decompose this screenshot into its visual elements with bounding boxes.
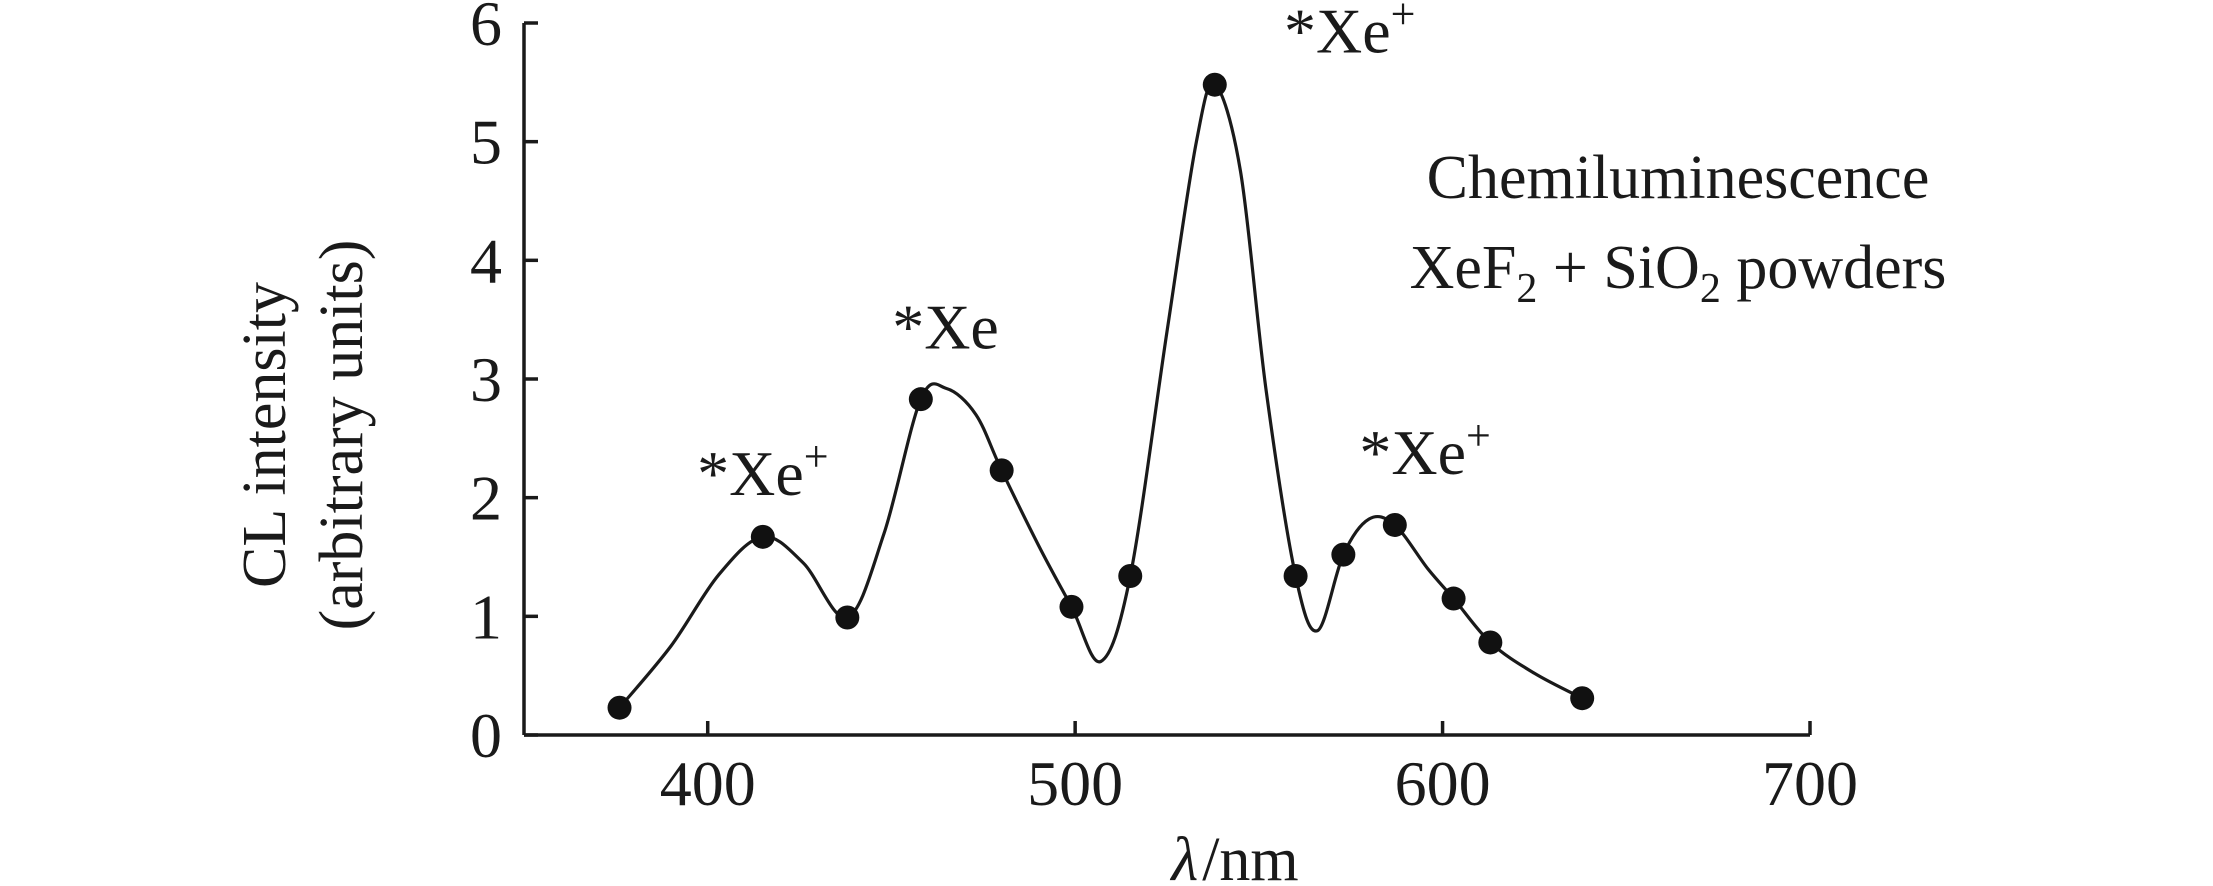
data-point	[835, 605, 860, 630]
data-point	[1059, 594, 1084, 619]
data-point	[1118, 563, 1143, 588]
lambda-symbol: λ	[1169, 826, 1198, 886]
x-axis-unit: /nm	[1202, 826, 1298, 886]
peak-label-superscript: +	[1466, 411, 1491, 460]
peak-label-text: *Xe	[892, 291, 999, 362]
points-layer	[607, 72, 1595, 720]
peak-label: *Xe+	[697, 432, 828, 509]
legend-line-1: Chemiluminescence	[1427, 144, 1930, 212]
data-point	[1331, 542, 1356, 567]
data-point	[908, 387, 933, 412]
y-tick-label: 2	[470, 463, 502, 534]
x-tick-label: 500	[1027, 748, 1123, 819]
peak-label-superscript: +	[804, 432, 829, 481]
peak-label: *Xe+	[1284, 0, 1415, 67]
x-tick-label: 700	[1762, 748, 1858, 819]
data-point	[750, 524, 775, 549]
data-point	[989, 458, 1014, 483]
y-axis-title-line-1: CL intensity	[231, 282, 299, 588]
data-point	[1382, 512, 1407, 537]
y-tick-label: 1	[470, 581, 502, 652]
y-tick-label: 5	[470, 107, 502, 178]
legend-sub-2a: 2	[1516, 266, 1537, 312]
legend-sub-2b: 2	[1700, 266, 1721, 312]
x-axis-title: λ/nm	[1169, 826, 1298, 886]
data-point	[1570, 686, 1595, 711]
data-point	[1283, 563, 1308, 588]
peak-label-text: *Xe	[697, 438, 804, 509]
data-point	[1202, 72, 1227, 97]
peak-label: *Xe+	[1359, 411, 1490, 488]
y-tick-label: 0	[470, 700, 502, 771]
x-tick-label: 600	[1395, 748, 1491, 819]
y-tick-label: 4	[470, 225, 502, 296]
peak-label-text: *Xe	[1284, 0, 1391, 67]
x-tick-label: 400	[660, 748, 756, 819]
y-axis-title-line-2: (arbitrary units)	[308, 240, 376, 631]
peak-labels: *Xe+*Xe*Xe+*Xe+	[697, 0, 1491, 509]
legend-xef: XeF	[1410, 234, 1517, 302]
data-point	[1441, 586, 1466, 611]
y-tick-label: 6	[470, 0, 502, 59]
legend-sio: + SiO	[1537, 234, 1699, 302]
peak-label-text: *Xe	[1359, 417, 1466, 488]
peak-label: *Xe	[892, 291, 999, 362]
peak-label-superscript: +	[1391, 0, 1416, 39]
y-tick-label: 3	[470, 344, 502, 415]
axes	[522, 23, 1810, 737]
ticks: 400 500 600 700 0 1 2 3 4 5 6	[470, 0, 1858, 819]
data-point	[1478, 630, 1503, 655]
legend-line-2: XeF2 + SiO2 powders	[1410, 234, 1947, 312]
data-point	[607, 695, 632, 720]
legend-powders: powders	[1721, 234, 1947, 302]
